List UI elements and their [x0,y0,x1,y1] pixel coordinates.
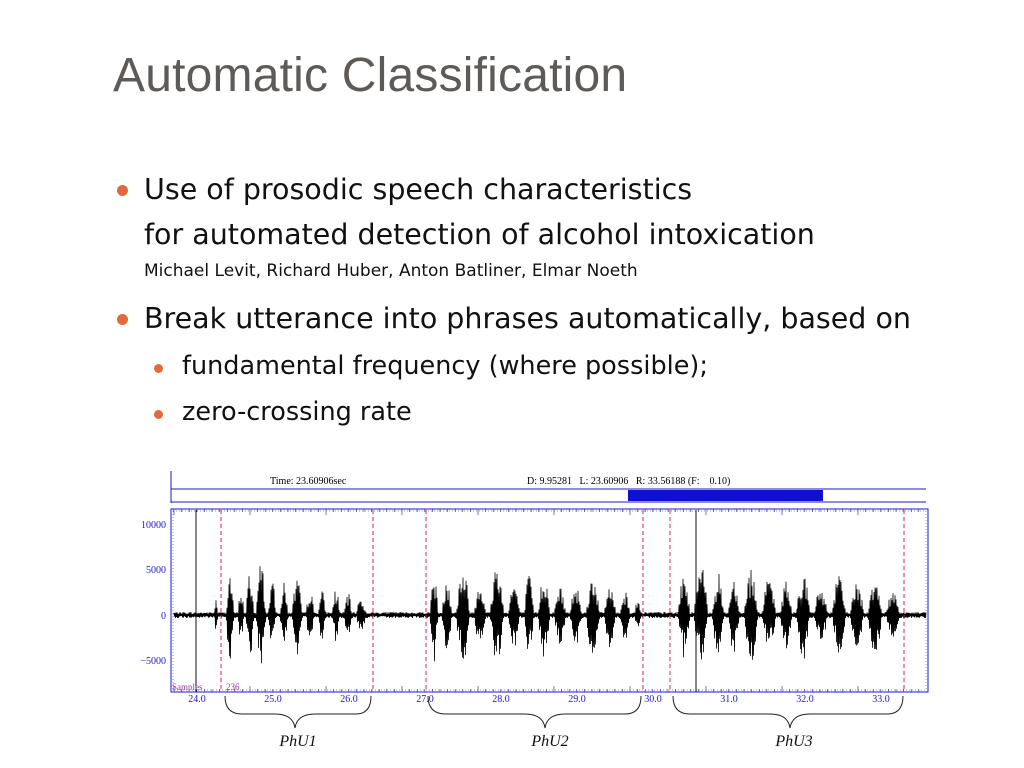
y-tick-label: −5000 [140,656,166,667]
range-readout: D: 9.95281 L: 23.60906 R: 33.56188 (F: 0… [527,476,730,487]
y-tick-label: 5000 [146,565,166,576]
x-tick-label: 27.0 [416,694,434,705]
y-tick-label: 0 [161,611,166,622]
x-tick-label: 26.0 [340,694,358,705]
slide-title: Automatic Classification [113,49,628,102]
time-readout: Time: 23.60906sec [270,476,347,487]
y-axis: 10000 5000 0 −5000 [140,520,166,667]
x-tick-label: 29.0 [568,694,586,705]
selection-bar[interactable] [628,490,823,501]
samples-label: Samples [172,682,203,692]
phrase-label-2: PhU2 [530,733,568,750]
phrase-brace-3 [672,695,904,729]
bullet-1-line-1: Use of prosodic speech characteristics [144,173,693,206]
x-axis: 24.0 25.0 26.0 27.0 28.0 29.0 30.0 31.0 … [188,694,890,705]
phrase-brace-2 [427,695,642,729]
bullet-1-line-2: for automated detection of alcohol intox… [144,218,815,251]
sub-bullet-2: zero-crossing rate [182,397,412,427]
waveform-trace [173,566,927,664]
x-tick-label: 25.0 [264,694,282,705]
waveform-figure: Time: 23.60906sec D: 9.95281 L: 23.60906… [130,466,930,768]
bullet-dot [117,185,128,196]
samples-value: 236 [226,682,240,692]
x-tick-label: 31.0 [720,694,738,705]
bullet-2-text: Break utterance into phrases automatical… [144,302,911,335]
waveform-plot-frame [170,508,929,693]
x-tick-label: 32.0 [796,694,814,705]
phrase-brace-1 [224,695,372,729]
y-tick-label: 10000 [141,520,166,531]
waveform-header: Time: 23.60906sec D: 9.95281 L: 23.60906… [170,471,926,503]
sub-bullet-dot [154,410,163,419]
bullet-1-citation: Michael Levit, Richard Huber, Anton Batl… [144,261,638,281]
phrase-label-1: PhU1 [278,733,316,750]
x-tick-label: 33.0 [872,694,890,705]
x-tick-label: 24.0 [188,694,206,705]
phrase-label-3: PhU3 [774,733,812,750]
phrase-boundaries [220,510,905,692]
x-tick-label: 28.0 [492,694,510,705]
x-tick-label: 30.0 [644,694,662,705]
phrase-braces [224,695,904,729]
bullet-dot [117,314,128,325]
sub-bullet-dot [154,364,163,373]
sub-bullet-1: fundamental frequency (where possible); [182,351,708,381]
